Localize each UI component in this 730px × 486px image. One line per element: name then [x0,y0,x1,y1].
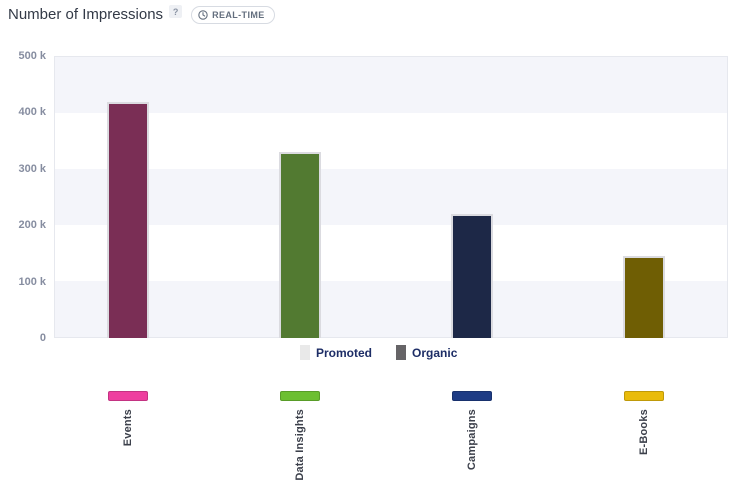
series-legend: Promoted Organic [300,345,457,360]
legend-label: Organic [412,345,458,360]
category-label-campaigns: Campaigns [466,409,478,471]
legend-item-promoted[interactable]: Promoted [300,345,372,360]
category-label-data-insights: Data Insights [294,409,306,481]
category-label-events: Events [122,409,134,447]
category-swatch-campaigns [452,391,492,401]
page-title: Number of Impressions [8,6,164,23]
legend-item-organic[interactable]: Organic [396,345,457,360]
help-icon[interactable]: ? [169,5,183,18]
category-label-e-books: E-Books [638,409,650,456]
category-swatch-events [108,391,148,401]
chart-header: Number of Impressions ? REAL-TIME [8,5,275,25]
legend-swatch-promoted [300,345,310,360]
bar-e-books[interactable] [623,256,665,338]
y-tick-label: 200 k [18,219,46,232]
bar-events[interactable] [107,102,149,338]
clock-icon [198,10,208,20]
bar-data-insights[interactable] [279,151,321,338]
legend-label: Promoted [316,345,373,360]
y-tick-label: 0 [39,332,46,344]
real-time-label: REAL-TIME [212,10,265,20]
y-tick-label: 100 k [18,275,46,288]
category-swatch-data-insights [280,391,320,401]
category-swatch-e-books [624,391,664,401]
bar-campaigns[interactable] [451,213,493,338]
legend-swatch-organic [396,345,407,360]
plot-area [54,56,728,338]
y-tick-label: 500 k [18,50,46,62]
real-time-badge: REAL-TIME [191,6,275,24]
y-tick-label: 300 k [18,162,46,175]
y-tick-label: 400 k [18,106,46,119]
